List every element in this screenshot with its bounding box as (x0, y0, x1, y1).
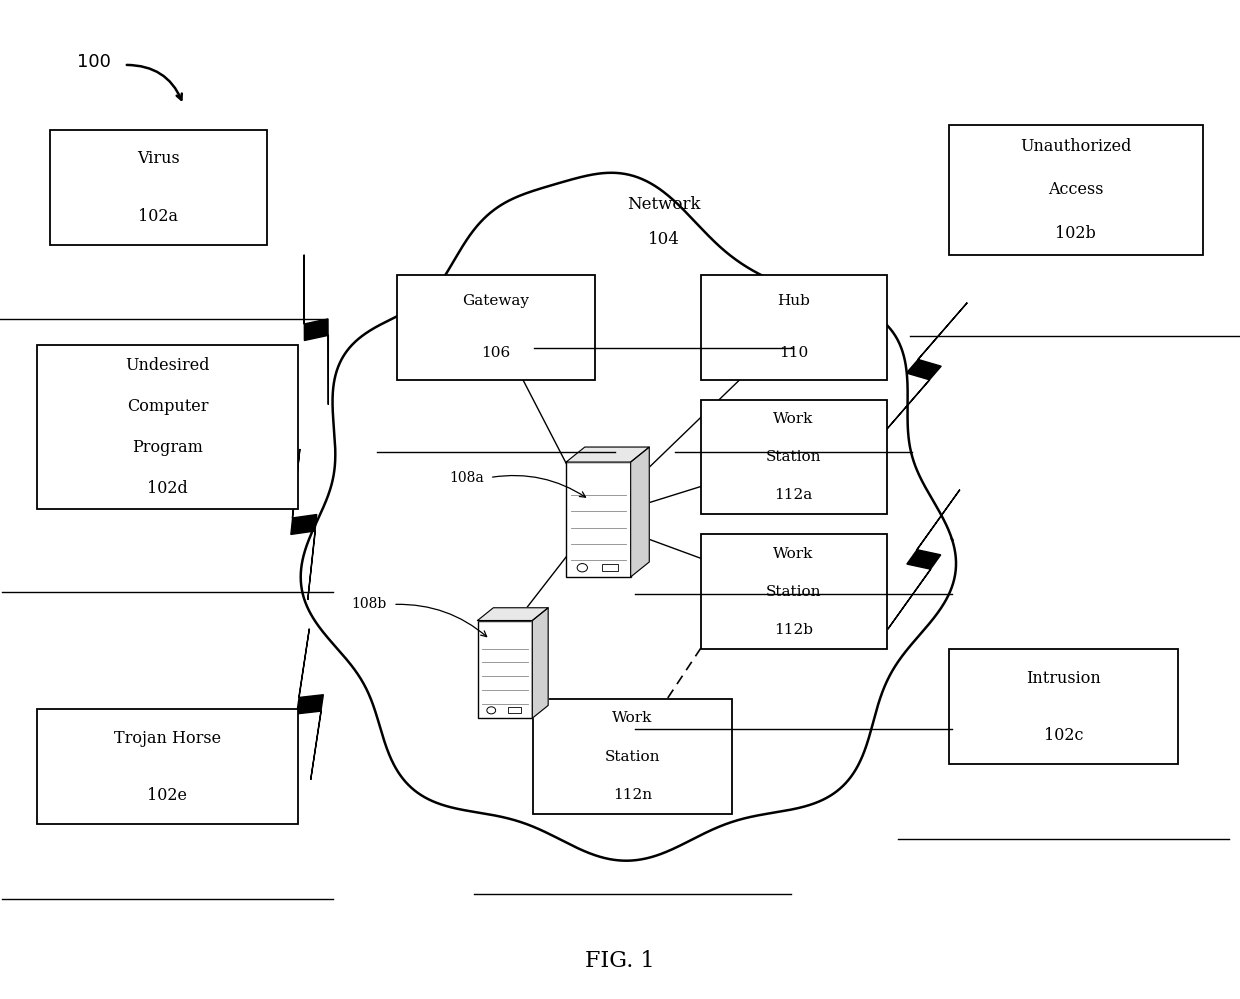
Polygon shape (567, 448, 650, 462)
Text: Unauthorized: Unauthorized (1021, 138, 1131, 155)
Polygon shape (888, 490, 960, 629)
Text: 102b: 102b (1055, 225, 1096, 242)
Bar (701, 275, 887, 380)
Text: 102c: 102c (1044, 727, 1083, 744)
Text: Station: Station (766, 450, 821, 465)
Bar (507, 707, 521, 713)
Text: Station: Station (605, 749, 660, 764)
Polygon shape (532, 607, 548, 718)
Polygon shape (301, 173, 956, 861)
Text: Intrusion: Intrusion (1025, 669, 1101, 686)
Text: FIG. 1: FIG. 1 (585, 950, 655, 972)
Polygon shape (304, 255, 329, 405)
Text: 106: 106 (481, 347, 511, 361)
Text: Gateway: Gateway (463, 294, 529, 308)
Bar (477, 620, 532, 718)
Text: Hub: Hub (777, 294, 810, 308)
Text: 102a: 102a (138, 208, 179, 225)
Text: Computer: Computer (126, 398, 208, 415)
Polygon shape (631, 448, 650, 577)
Polygon shape (296, 628, 324, 780)
Text: Virus: Virus (136, 150, 180, 167)
Bar (37, 709, 298, 824)
Bar (949, 125, 1203, 255)
Text: Network: Network (626, 196, 701, 214)
Text: 108b: 108b (352, 597, 387, 611)
Text: 110: 110 (779, 347, 808, 361)
Bar (397, 275, 595, 380)
Polygon shape (477, 607, 548, 620)
Text: 112b: 112b (774, 623, 813, 637)
Text: 104: 104 (647, 231, 680, 249)
Text: Station: Station (766, 584, 821, 599)
Bar (533, 699, 732, 814)
Text: 112a: 112a (775, 489, 812, 502)
Text: Program: Program (131, 440, 203, 457)
Text: Access: Access (1048, 181, 1104, 199)
Text: Undesired: Undesired (125, 357, 210, 374)
Polygon shape (880, 303, 967, 437)
Text: 100: 100 (77, 53, 110, 71)
Text: Trojan Horse: Trojan Horse (114, 729, 221, 746)
Text: 102e: 102e (148, 787, 187, 804)
Text: Work: Work (613, 711, 652, 725)
Text: Work: Work (774, 412, 813, 426)
Bar (701, 400, 887, 514)
Bar (601, 564, 618, 571)
Polygon shape (291, 449, 316, 600)
Text: 102d: 102d (148, 481, 187, 498)
Text: 108a: 108a (449, 471, 484, 485)
Bar (37, 345, 298, 509)
Bar (50, 130, 267, 245)
Bar (701, 534, 887, 649)
Bar (949, 649, 1178, 764)
Bar (567, 462, 631, 577)
Text: 112n: 112n (613, 788, 652, 802)
Text: Work: Work (774, 546, 813, 560)
